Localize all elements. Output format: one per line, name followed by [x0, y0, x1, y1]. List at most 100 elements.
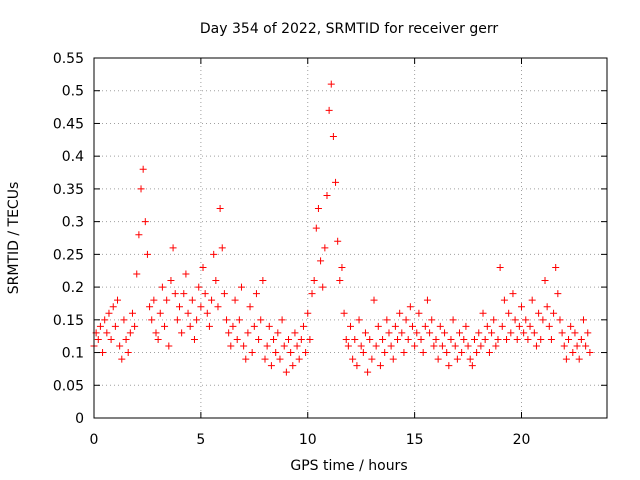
data-point [152, 329, 160, 337]
data-point [513, 335, 521, 343]
data-point [114, 296, 122, 304]
data-point [509, 290, 517, 298]
x-tick-label: 0 [90, 432, 99, 448]
data-point [374, 322, 382, 330]
y-tick-label: 0.15 [53, 313, 84, 329]
data-point [477, 342, 485, 350]
data-point [285, 335, 293, 343]
data-point [96, 322, 104, 330]
y-tick-label: 0.5 [62, 84, 84, 100]
x-axis-label: GPS time / hours [290, 458, 407, 474]
data-point [547, 335, 555, 343]
data-point [141, 218, 149, 226]
data-point [139, 165, 147, 173]
data-point [430, 342, 438, 350]
data-point [483, 322, 491, 330]
data-point [272, 349, 280, 357]
data-point [295, 355, 303, 363]
data-point [299, 322, 307, 330]
data-point [426, 329, 434, 337]
data-point [391, 322, 399, 330]
data-point [524, 335, 532, 343]
data-point [263, 342, 271, 350]
data-point [323, 191, 331, 199]
y-tick-label: 0.45 [53, 116, 84, 132]
data-point [408, 322, 416, 330]
data-point [569, 349, 577, 357]
data-point [475, 329, 483, 337]
data-point [242, 355, 250, 363]
data-point [466, 355, 474, 363]
data-point [150, 296, 158, 304]
data-point [503, 335, 511, 343]
data-point [188, 296, 196, 304]
data-point [171, 290, 179, 298]
data-point [511, 316, 519, 324]
data-point [116, 342, 124, 350]
data-point [413, 329, 421, 337]
grid-lines [94, 58, 607, 418]
data-point [163, 296, 171, 304]
data-point [156, 309, 164, 317]
data-point [505, 309, 513, 317]
data-point [103, 329, 111, 337]
data-points [90, 80, 594, 376]
y-tick-label: 0.2 [62, 280, 84, 296]
data-point [556, 316, 564, 324]
data-point [310, 277, 318, 285]
data-point [500, 296, 508, 304]
data-point [376, 362, 384, 370]
data-point [415, 309, 423, 317]
data-point [528, 296, 536, 304]
data-point [227, 342, 235, 350]
data-point [347, 322, 354, 330]
data-point [447, 335, 455, 343]
data-point [329, 133, 337, 141]
data-point [445, 362, 453, 370]
data-point [255, 335, 263, 343]
data-point [537, 335, 545, 343]
data-point [518, 303, 525, 311]
data-point [584, 329, 592, 337]
data-point [357, 342, 365, 350]
x-tick-label: 10 [299, 432, 317, 448]
data-point [124, 349, 132, 357]
data-point [488, 329, 496, 337]
data-point [438, 342, 446, 350]
x-tick-label: 20 [513, 432, 531, 448]
data-point [530, 329, 538, 337]
data-point [453, 355, 461, 363]
data-point [186, 322, 194, 330]
data-point [567, 322, 575, 330]
data-point [558, 329, 566, 337]
data-point [550, 309, 558, 317]
y-tick-label: 0.35 [53, 182, 84, 198]
data-point [470, 335, 478, 343]
data-point [349, 355, 357, 363]
data-point [473, 349, 481, 357]
data-point [400, 349, 408, 357]
data-point [432, 335, 440, 343]
data-point [205, 322, 213, 330]
data-point [233, 335, 241, 343]
data-point [261, 355, 269, 363]
data-point [327, 80, 335, 88]
data-point [404, 335, 412, 343]
y-tick-label: 0.55 [53, 51, 84, 67]
data-point [434, 355, 442, 363]
data-point [257, 316, 265, 324]
data-point [526, 322, 534, 330]
data-point [560, 342, 568, 350]
data-point [278, 316, 286, 324]
data-point [143, 250, 151, 258]
data-point [379, 335, 387, 343]
data-point [385, 329, 393, 337]
data-point [291, 329, 299, 337]
data-point [398, 329, 406, 337]
data-point [109, 303, 117, 311]
data-point [361, 329, 369, 337]
data-point [265, 322, 273, 330]
data-point [387, 342, 395, 350]
data-point [428, 316, 436, 324]
